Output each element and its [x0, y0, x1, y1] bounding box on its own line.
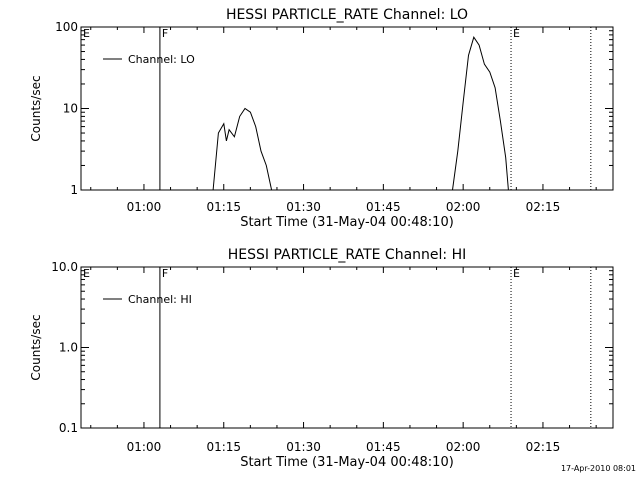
- panel2-x-tick-label: 01:45: [366, 440, 401, 454]
- panel1-y-tick-label: 1: [70, 183, 78, 197]
- panel2-plot-frame: [80, 266, 614, 429]
- panel2-marker-label: E: [513, 267, 520, 280]
- panel1-x-tick-label: 01:00: [127, 200, 162, 214]
- panel2-legend-label: Channel: HI: [128, 293, 192, 306]
- panel1-x-tick-label: 01:15: [206, 200, 241, 214]
- panel1-x-tick-label: 02:00: [446, 200, 481, 214]
- panel2-y-axis-label: Counts/sec: [29, 314, 43, 380]
- panel1-legend-label: Channel: LO: [128, 53, 195, 66]
- panel1-y-tick-label: 100: [55, 20, 78, 34]
- panel2-x-tick-label: 01:30: [286, 440, 321, 454]
- panel2-chart-title: HESSI PARTICLE_RATE Channel: HI: [228, 247, 466, 263]
- panel2-marker-label: E: [83, 267, 90, 280]
- panel1-x-axis-label: Start Time (31-May-04 00:48:10): [240, 215, 454, 230]
- panel1-x-tick-label: 02:15: [526, 200, 561, 214]
- panel2-x-tick-label: 02:15: [526, 440, 561, 454]
- panel1-series-line: [212, 107, 273, 191]
- panel1-plot-frame: [80, 26, 614, 191]
- panel1-y-axis-label: Counts/sec: [29, 75, 43, 141]
- panel2-x-tick-label: 01:15: [206, 440, 241, 454]
- timestamp: 17-Apr-2010 08:01: [560, 464, 636, 473]
- panel1-marker-label: F: [162, 27, 168, 40]
- panel1-x-tick-label: 01:30: [286, 200, 321, 214]
- panel2-y-tick-label: 10.0: [51, 260, 78, 274]
- panel2-x-tick-label: 02:00: [446, 440, 481, 454]
- panel1-marker-label: E: [513, 27, 520, 40]
- panel2-y-tick-label: 0.1: [59, 421, 78, 435]
- panel2-marker-label: F: [162, 267, 168, 280]
- panel1-chart-title: HESSI PARTICLE_RATE Channel: LO: [226, 7, 468, 23]
- panel1-series-line: [452, 36, 509, 191]
- panel1-x-tick-label: 01:45: [366, 200, 401, 214]
- panel2-x-axis-label: Start Time (31-May-04 00:48:10): [240, 455, 454, 470]
- panel1-marker-label: E: [83, 27, 90, 40]
- panel2-y-tick-label: 1.0: [59, 341, 78, 355]
- panel1-y-tick-label: 10: [63, 102, 78, 116]
- panel2-x-tick-label: 01:00: [127, 440, 162, 454]
